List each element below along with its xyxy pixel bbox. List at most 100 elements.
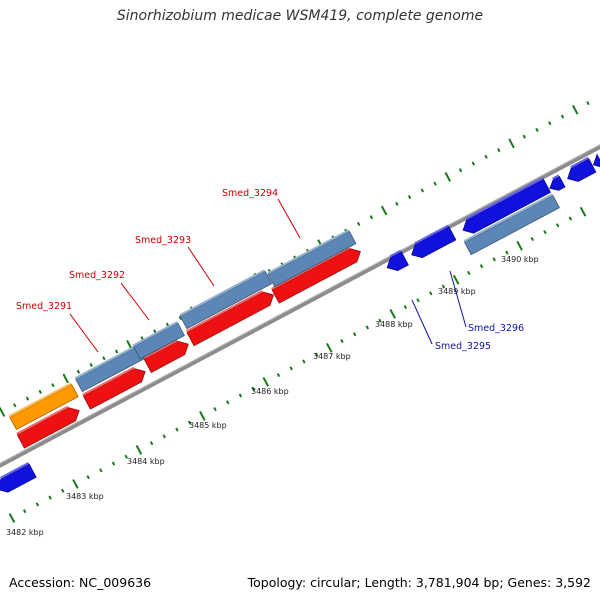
arrow-bevel xyxy=(74,344,138,380)
gene-label[interactable]: Smed_3296 xyxy=(468,323,524,334)
scale-tick xyxy=(452,274,460,285)
scale-tick xyxy=(326,342,333,353)
scale-tick xyxy=(51,383,55,388)
arrow-bevel xyxy=(414,224,449,245)
scale-tick xyxy=(420,188,425,193)
scale-tick xyxy=(522,134,526,139)
scale-tick xyxy=(505,250,509,255)
cds-arrow[interactable] xyxy=(0,463,37,493)
scale-tick xyxy=(0,407,6,417)
cds-arrow[interactable] xyxy=(271,248,361,304)
scale-label: 3486 kbp xyxy=(251,387,289,396)
scale-tick xyxy=(395,201,399,206)
scale-tick xyxy=(484,154,488,159)
label-leader xyxy=(449,270,467,328)
label-leader xyxy=(69,313,99,353)
scale-tick xyxy=(213,407,217,412)
gene-label[interactable]: Smed_3294 xyxy=(222,188,278,199)
scale-tick xyxy=(38,389,42,394)
scale-tick xyxy=(508,138,515,149)
scale-tick xyxy=(444,172,452,182)
scale-tick xyxy=(548,121,552,126)
cds-arrow[interactable] xyxy=(462,178,552,234)
scale-tick xyxy=(72,479,79,489)
scale-tick xyxy=(22,509,27,514)
scale-tick xyxy=(314,352,319,357)
scale-tick xyxy=(302,359,306,364)
scale-tick xyxy=(543,230,547,235)
scale-tick xyxy=(25,396,30,401)
scale-tick xyxy=(369,215,374,220)
arrow-bevel xyxy=(552,174,560,180)
scale-tick xyxy=(99,468,103,473)
scale-tick xyxy=(586,101,590,106)
gene-label[interactable]: Smed_3293 xyxy=(135,235,191,246)
scale-tick xyxy=(433,181,437,186)
arrow-bevel xyxy=(179,269,266,317)
scale-tick xyxy=(407,195,412,200)
scale-tick xyxy=(429,291,433,296)
scale-label: 3484 kbp xyxy=(127,457,165,466)
scale-tick xyxy=(153,329,157,334)
arrow-bevel xyxy=(570,156,589,169)
arrow-bevel xyxy=(267,229,350,275)
arrow-bevel xyxy=(0,462,30,480)
arrow-bevel xyxy=(82,366,135,396)
scale-tick xyxy=(497,148,501,153)
gene-label[interactable]: Smed_3292 xyxy=(69,270,125,281)
scale-tick xyxy=(61,488,65,493)
map-title: Sinorhizobium medicae WSM419, complete g… xyxy=(116,8,484,24)
scale-tick xyxy=(403,304,408,310)
scale-tick xyxy=(175,427,179,432)
scale-tick xyxy=(62,373,69,384)
arrow-bevel xyxy=(16,405,69,435)
scale-tick xyxy=(124,454,128,459)
scale-tick xyxy=(111,461,116,466)
cds-arrow[interactable] xyxy=(592,153,600,168)
scale-tick xyxy=(238,393,243,398)
scale-tick xyxy=(8,513,16,523)
label-leader-lines xyxy=(69,198,467,353)
scale-tick xyxy=(571,104,579,115)
scale-tick xyxy=(416,298,420,303)
genome-summary-text: Topology: circular; Length: 3,781,904 bp… xyxy=(247,575,591,590)
scale-tick xyxy=(492,257,496,262)
scale-labels: 3482 kbp 3483 kbp 3484 kbp 3485 kbp 3486 kbp… xyxy=(6,255,539,537)
label-leader xyxy=(120,282,150,321)
cds-arrow[interactable] xyxy=(567,158,597,182)
scale-tick xyxy=(187,420,192,425)
scale-tick xyxy=(86,475,90,480)
scale-tick xyxy=(471,161,476,166)
scale-tick xyxy=(149,441,154,446)
scale-label: 3485 kbp xyxy=(189,421,227,430)
cds-arrow[interactable] xyxy=(411,226,457,259)
label-leader xyxy=(411,299,433,345)
scale-tick xyxy=(35,502,40,507)
backbone-track xyxy=(0,144,600,468)
scale-label: 3490 kbp xyxy=(501,255,539,264)
scale-tick xyxy=(140,336,144,341)
scale-tick xyxy=(555,223,560,228)
scale-tick xyxy=(356,221,361,227)
scale-tick xyxy=(441,284,446,289)
scale-tick xyxy=(48,495,52,500)
scale-tick xyxy=(535,127,539,133)
scale-tick xyxy=(76,369,81,374)
scale-label: 3489 kbp xyxy=(438,287,476,296)
arrow-bevel xyxy=(185,290,263,333)
gene-label[interactable]: Smed_3291 xyxy=(16,301,72,312)
cds-arrow[interactable] xyxy=(386,251,409,271)
arrow-bevel xyxy=(463,193,553,243)
label-leader xyxy=(277,198,301,239)
gene-label[interactable]: Smed_3295 xyxy=(435,341,491,352)
arrow-bevel xyxy=(143,339,178,360)
accession-text: Accession: NC_009636 xyxy=(9,575,152,590)
scale-tick xyxy=(516,240,523,251)
arrow-bevel xyxy=(389,249,402,258)
scale-tick xyxy=(225,400,230,405)
scale-tick xyxy=(276,373,281,378)
scale-label: 3483 kbp xyxy=(66,492,104,501)
cds-arrow[interactable] xyxy=(549,175,566,191)
scale-tick xyxy=(352,332,357,337)
